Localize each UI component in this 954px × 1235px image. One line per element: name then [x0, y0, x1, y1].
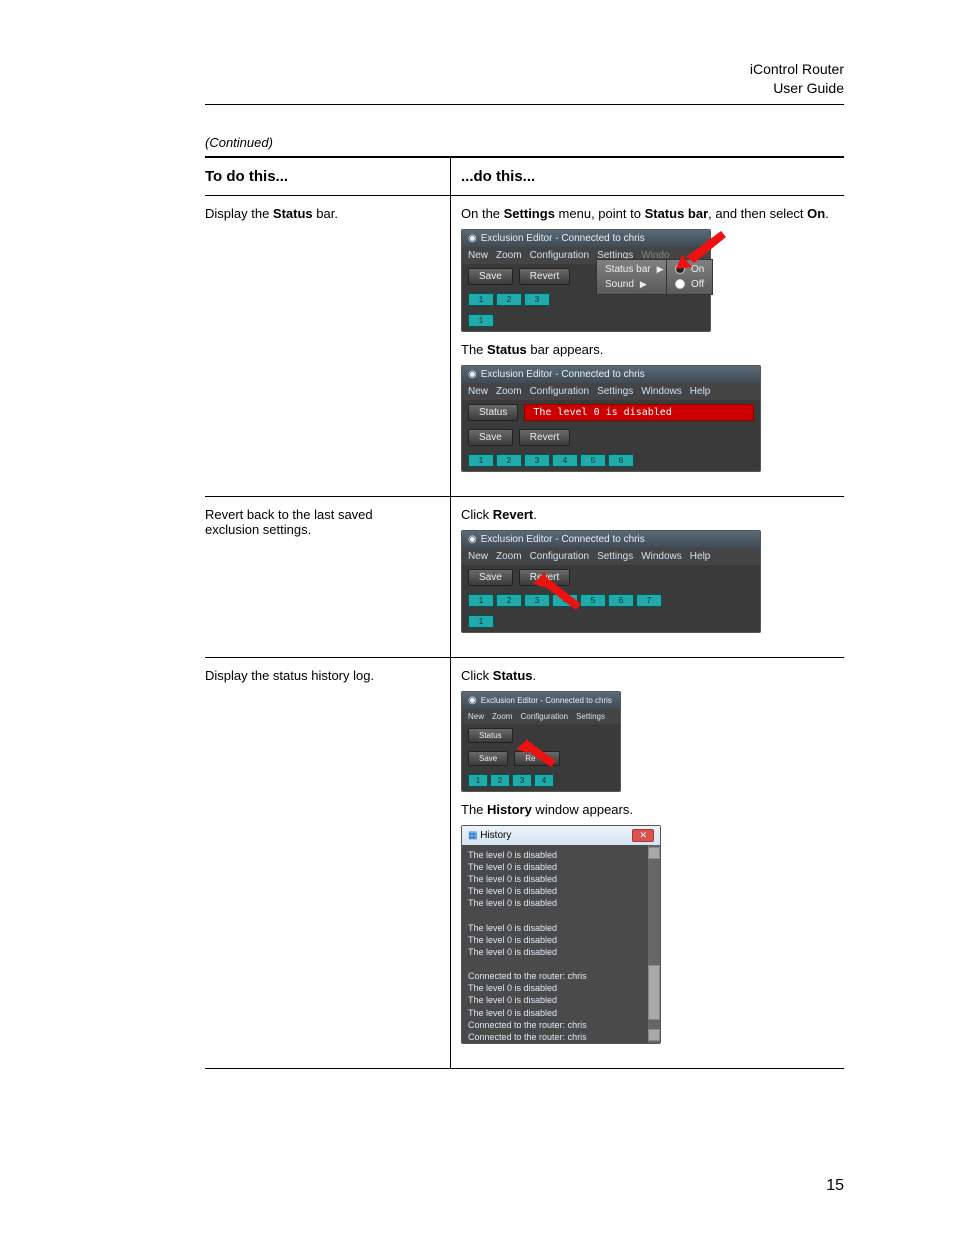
- scrollbar-track[interactable]: [648, 845, 660, 1043]
- app-icon: ◉: [468, 369, 477, 380]
- history-line: [468, 909, 654, 921]
- revert-button[interactable]: Revert: [519, 569, 570, 586]
- row3-instruction-2: The History window appears.: [461, 802, 836, 817]
- menu-new[interactable]: New: [468, 250, 488, 261]
- save-button[interactable]: Save: [468, 429, 513, 446]
- history-line: The level 0 is disabled: [468, 1007, 654, 1019]
- header-product: iControl Router: [205, 60, 844, 79]
- status-field: The level 0 is disabled: [524, 404, 754, 421]
- history-line: The level 0 is disabled: [468, 946, 654, 958]
- app-icon: ◉: [468, 695, 477, 706]
- row2-left: Revert back to the last saved exclusion …: [205, 496, 451, 657]
- app-icon: ◉: [468, 233, 477, 244]
- screenshot-history-window: ▦ History ✕ The level 0 is disabledThe l…: [461, 825, 661, 1044]
- scroll-up-icon[interactable]: [648, 847, 660, 859]
- settings-submenu: Status bar▶ Sound▶: [596, 259, 673, 295]
- history-icon: ▦: [468, 830, 477, 841]
- history-line: The level 0 is disabled: [468, 897, 654, 909]
- revert-button[interactable]: Revert: [519, 429, 570, 446]
- history-line: The level 0 is disabled: [468, 934, 654, 946]
- screenshot-revert: ◉Exclusion Editor - Connected to chris N…: [461, 530, 761, 633]
- history-line: The level 0 is disabled: [468, 994, 654, 1006]
- screenshot-status-click: ◉Exclusion Editor - Connected to chris N…: [461, 691, 621, 792]
- grid-cell: 3: [524, 293, 550, 306]
- status-button[interactable]: Status: [468, 728, 513, 743]
- history-line: [468, 958, 654, 970]
- table-row: Revert back to the last saved exclusion …: [205, 496, 844, 657]
- history-body: The level 0 is disabledThe level 0 is di…: [462, 845, 660, 1043]
- history-line: The level 0 is disabled: [468, 861, 654, 873]
- history-line: The level 0 is disabled: [468, 873, 654, 885]
- history-line: The level 0 is disabled: [468, 885, 654, 897]
- revert-button[interactable]: Revert: [514, 751, 560, 766]
- continued-label: (Continued): [205, 135, 844, 150]
- header-subtitle: User Guide: [205, 79, 844, 98]
- grid-cell: 1: [468, 314, 494, 327]
- row2-instruction: Click Revert.: [461, 507, 836, 522]
- app-icon: ◉: [468, 534, 477, 545]
- history-line: Connected to the router: chris: [468, 1031, 654, 1043]
- save-button[interactable]: Save: [468, 751, 508, 766]
- radio-off-icon: [675, 279, 685, 289]
- col-header-dothis: ...do this...: [451, 157, 845, 196]
- grid-cell: 1: [468, 293, 494, 306]
- submenu-sound[interactable]: Sound: [605, 279, 634, 290]
- header-rule: [205, 104, 844, 105]
- scrollbar-thumb[interactable]: [648, 965, 660, 1020]
- history-line: Connected to the router: chris: [468, 1019, 654, 1031]
- submenu-off[interactable]: Off: [691, 279, 704, 290]
- menu-config[interactable]: Configuration: [530, 250, 589, 261]
- page-number: 15: [826, 1177, 844, 1195]
- row1-instruction-1: On the Settings menu, point to Status ba…: [461, 206, 836, 221]
- revert-button[interactable]: Revert: [519, 268, 570, 285]
- history-title: History: [480, 830, 511, 841]
- col-header-todo: To do this...: [205, 157, 451, 196]
- history-line: The level 0 is disabled: [468, 922, 654, 934]
- history-line: The level 0 is disabled: [468, 849, 654, 861]
- grid-cell: 2: [496, 293, 522, 306]
- row3-instruction-1: Click Status.: [461, 668, 836, 683]
- submenu-statusbar[interactable]: Status bar: [605, 264, 651, 275]
- submenu-on[interactable]: On: [691, 264, 704, 275]
- screenshot-statusbar-shown: ◉Exclusion Editor - Connected to chris N…: [461, 365, 761, 472]
- instruction-table: To do this... ...do this... Display the …: [205, 156, 844, 1069]
- scroll-down-icon[interactable]: [648, 1029, 660, 1041]
- table-row: Display the status history log. Click St…: [205, 657, 844, 1068]
- statusbar-submenu: On Off: [666, 259, 713, 295]
- row1-left: Display the Status bar.: [205, 206, 338, 221]
- row3-left: Display the status history log.: [205, 657, 451, 1068]
- history-line: The level 0 is disabled: [468, 982, 654, 994]
- status-button[interactable]: Status: [468, 404, 518, 421]
- save-button[interactable]: Save: [468, 268, 513, 285]
- history-line: Connected to the router: chris: [468, 970, 654, 982]
- row1-instruction-2: The Status bar appears.: [461, 342, 836, 357]
- close-icon[interactable]: ✕: [632, 829, 654, 842]
- radio-on-icon: [675, 264, 685, 274]
- table-row: Display the Status bar. On the Settings …: [205, 195, 844, 496]
- menu-zoom[interactable]: Zoom: [496, 250, 522, 261]
- save-button[interactable]: Save: [468, 569, 513, 586]
